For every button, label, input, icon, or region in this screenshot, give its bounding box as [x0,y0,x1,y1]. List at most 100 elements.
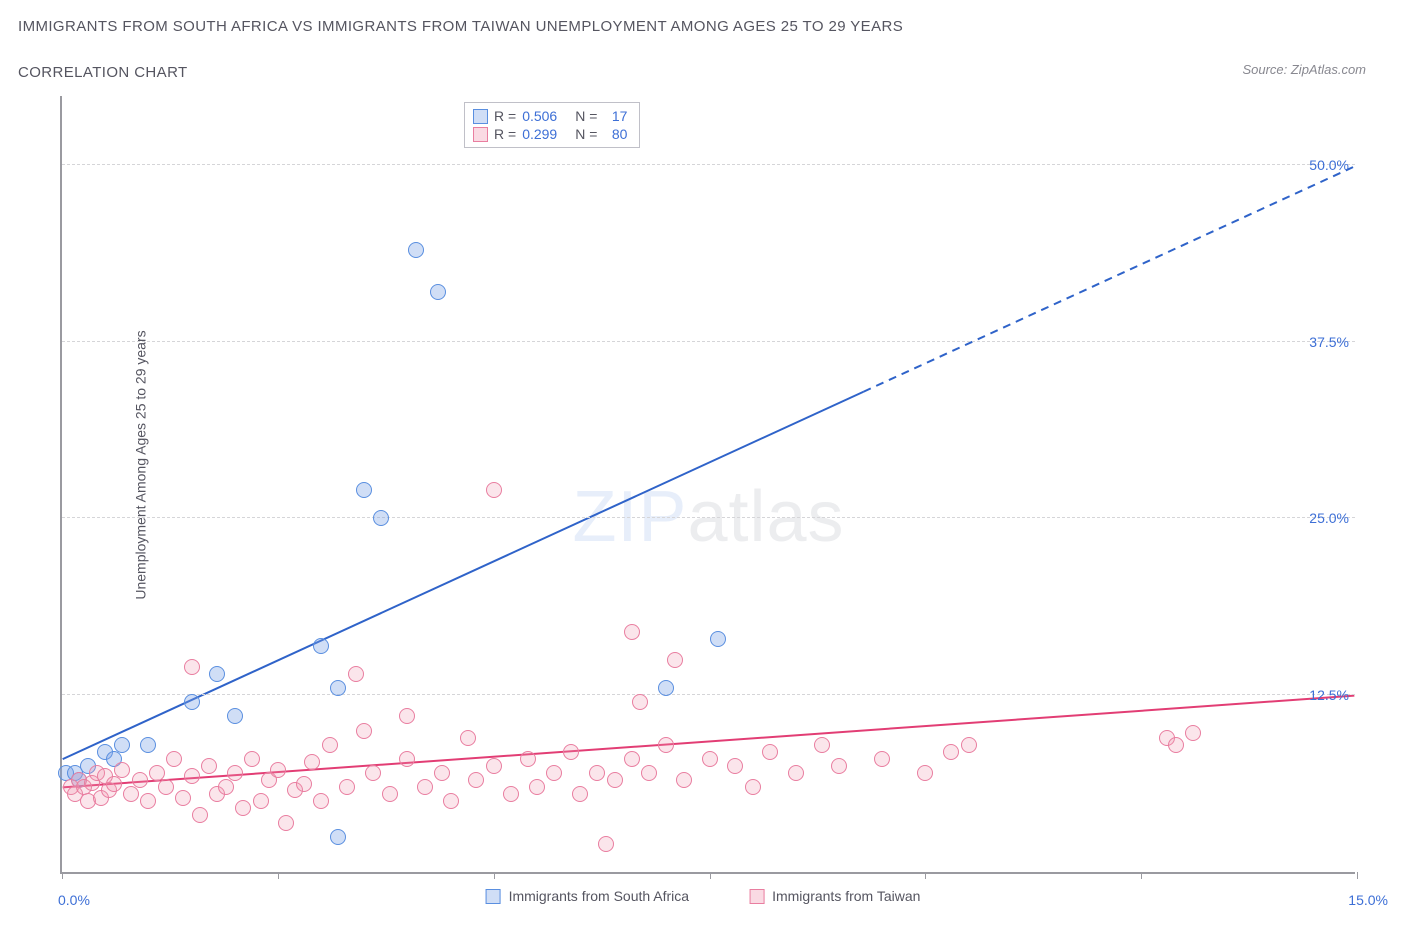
scatter-point-taiwan [917,765,933,781]
scatter-point-taiwan [218,779,234,795]
chart-plot-area: ZIPatlas R = 0.506 N = 17 R = 0.299 N = … [60,96,1355,874]
stats-row-pink: R = 0.299 N = 80 [473,125,627,143]
scatter-point-taiwan [123,786,139,802]
scatter-point-taiwan [943,744,959,760]
x-tick [710,872,711,879]
scatter-point-south-africa [209,666,225,682]
y-tick-label: 37.5% [1309,334,1349,350]
stats-row-blue: R = 0.506 N = 17 [473,107,627,125]
scatter-point-taiwan [762,744,778,760]
scatter-point-taiwan [278,815,294,831]
gridline [62,694,1355,695]
scatter-point-taiwan [227,765,243,781]
scatter-point-taiwan [132,772,148,788]
scatter-point-south-africa [430,284,446,300]
scatter-point-taiwan [814,737,830,753]
scatter-point-taiwan [563,744,579,760]
x-axis-max-label: 15.0% [1348,892,1388,908]
gridline [62,341,1355,342]
scatter-point-taiwan [270,762,286,778]
scatter-point-south-africa [330,829,346,845]
scatter-point-taiwan [304,754,320,770]
scatter-point-taiwan [244,751,260,767]
legend-item-south-africa: Immigrants from South Africa [486,888,690,904]
scatter-point-taiwan [184,659,200,675]
square-icon [473,127,488,142]
scatter-point-south-africa [658,680,674,696]
scatter-point-taiwan [745,779,761,795]
scatter-point-south-africa [408,242,424,258]
scatter-point-taiwan [546,765,562,781]
source-attribution: Source: ZipAtlas.com [1242,62,1366,77]
chart-title-line2: CORRELATION CHART [18,64,188,81]
square-icon [749,889,764,904]
scatter-point-taiwan [598,836,614,852]
scatter-point-south-africa [114,737,130,753]
scatter-point-taiwan [339,779,355,795]
scatter-point-taiwan [676,772,692,788]
scatter-point-taiwan [434,765,450,781]
x-tick [494,872,495,879]
y-tick-label: 12.5% [1309,687,1349,703]
square-icon [473,109,488,124]
scatter-point-taiwan [184,768,200,784]
bottom-legend: Immigrants from South Africa Immigrants … [486,888,921,904]
scatter-point-taiwan [572,786,588,802]
scatter-point-taiwan [658,737,674,753]
scatter-point-taiwan [503,786,519,802]
scatter-point-taiwan [1168,737,1184,753]
legend-item-taiwan: Immigrants from Taiwan [749,888,920,904]
correlation-stats-box: R = 0.506 N = 17 R = 0.299 N = 80 [464,102,640,148]
scatter-point-taiwan [702,751,718,767]
scatter-point-taiwan [192,807,208,823]
scatter-point-taiwan [296,776,312,792]
x-tick [925,872,926,879]
square-icon [486,889,501,904]
scatter-point-taiwan [641,765,657,781]
scatter-point-taiwan [399,708,415,724]
scatter-point-taiwan [313,793,329,809]
x-tick [278,872,279,879]
scatter-point-taiwan [140,793,156,809]
scatter-point-taiwan [529,779,545,795]
scatter-point-taiwan [114,762,130,778]
scatter-point-south-africa [140,737,156,753]
scatter-point-taiwan [106,776,122,792]
scatter-point-taiwan [443,793,459,809]
x-tick [1141,872,1142,879]
scatter-point-south-africa [710,631,726,647]
scatter-point-taiwan [667,652,683,668]
scatter-point-taiwan [460,730,476,746]
scatter-point-taiwan [201,758,217,774]
scatter-point-taiwan [589,765,605,781]
scatter-point-taiwan [468,772,484,788]
scatter-point-taiwan [624,751,640,767]
scatter-point-taiwan [175,790,191,806]
x-axis-min-label: 0.0% [58,892,90,908]
scatter-point-taiwan [607,772,623,788]
scatter-point-taiwan [727,758,743,774]
scatter-point-taiwan [356,723,372,739]
x-tick [1357,872,1358,879]
y-tick-label: 25.0% [1309,510,1349,526]
scatter-point-taiwan [520,751,536,767]
chart-title-line1: IMMIGRANTS FROM SOUTH AFRICA VS IMMIGRAN… [18,18,903,35]
y-tick-label: 50.0% [1309,157,1349,173]
scatter-point-taiwan [831,758,847,774]
scatter-point-taiwan [365,765,381,781]
scatter-point-taiwan [961,737,977,753]
scatter-point-taiwan [417,779,433,795]
scatter-point-south-africa [356,482,372,498]
x-tick [62,872,63,879]
scatter-point-south-africa [373,510,389,526]
scatter-point-taiwan [624,624,640,640]
scatter-point-south-africa [227,708,243,724]
scatter-point-taiwan [486,758,502,774]
scatter-point-taiwan [399,751,415,767]
scatter-point-taiwan [486,482,502,498]
scatter-point-taiwan [235,800,251,816]
scatter-point-taiwan [382,786,398,802]
scatter-point-south-africa [313,638,329,654]
scatter-point-taiwan [788,765,804,781]
scatter-point-south-africa [184,694,200,710]
